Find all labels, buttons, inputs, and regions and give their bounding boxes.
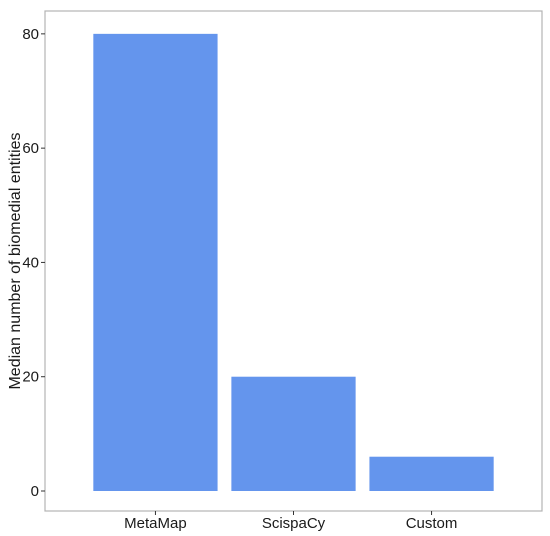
- bar-metamap: [93, 33, 218, 491]
- y-tick-label: 80: [22, 26, 39, 43]
- bars-group: [93, 33, 494, 491]
- y-tick-label: 60: [22, 140, 39, 157]
- x-tick-label: Custom: [406, 515, 458, 532]
- y-axis-title: Median number of biomedial entities: [7, 132, 24, 389]
- x-tick-label: MetaMap: [124, 515, 187, 532]
- y-axis: 0 20 40 60 80: [22, 26, 45, 500]
- x-tick-label: ScispaCy: [262, 515, 326, 532]
- bar-custom: [369, 456, 494, 491]
- y-tick-label: 20: [22, 369, 39, 386]
- y-tick-label: 0: [31, 483, 39, 500]
- x-axis: MetaMap ScispaCy Custom: [124, 511, 457, 532]
- y-tick-label: 40: [22, 254, 39, 271]
- bar-scispacy: [231, 376, 356, 491]
